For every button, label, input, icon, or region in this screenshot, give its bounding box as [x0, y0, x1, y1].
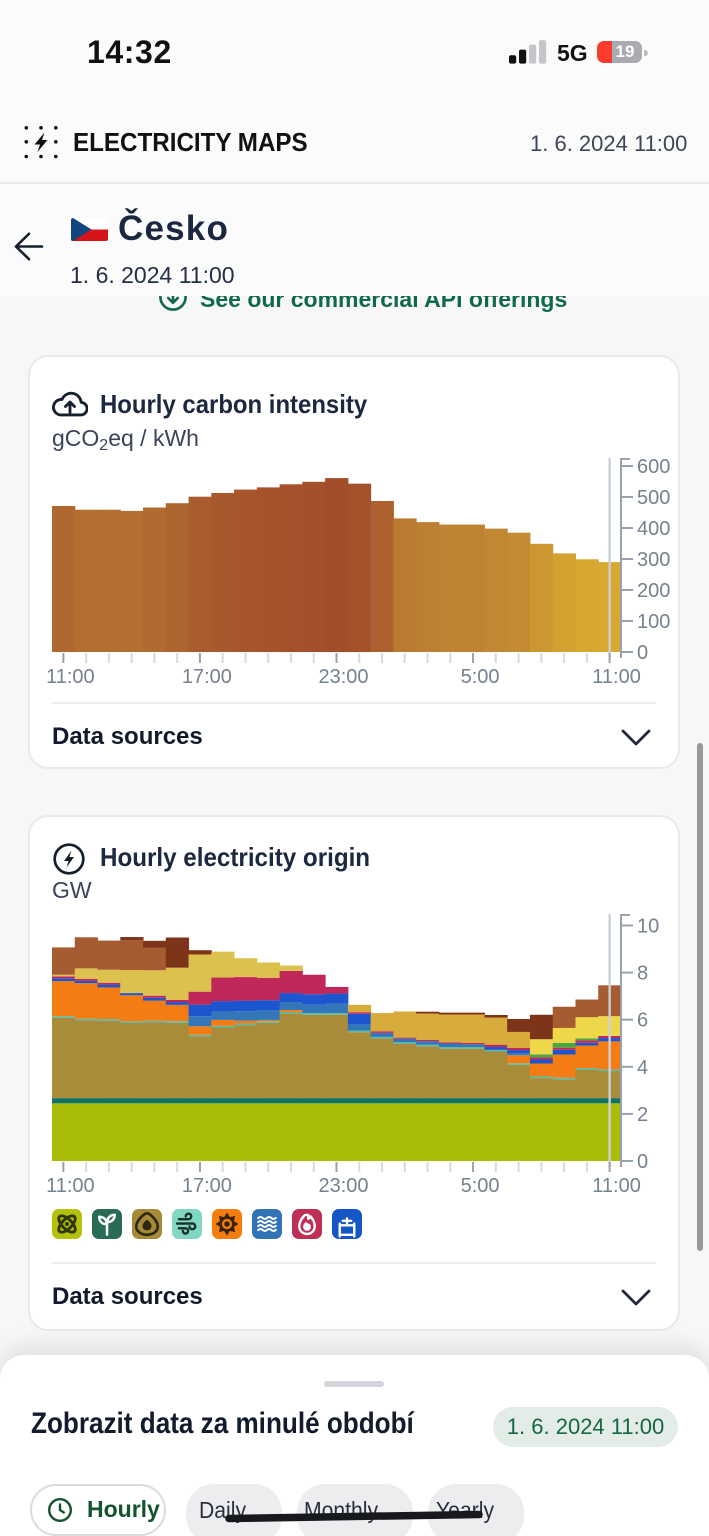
- svg-text:11:00: 11:00: [592, 666, 641, 688]
- svg-text:0: 0: [637, 642, 648, 664]
- svg-text:5:00: 5:00: [461, 1175, 500, 1197]
- svg-text:200: 200: [637, 580, 670, 602]
- svg-text:500: 500: [637, 487, 670, 509]
- svg-text:8: 8: [637, 963, 648, 985]
- svg-text:11:00: 11:00: [592, 1175, 641, 1197]
- svg-text:400: 400: [637, 518, 670, 540]
- svg-text:100: 100: [637, 611, 670, 633]
- svg-text:23:00: 23:00: [318, 1175, 368, 1197]
- svg-text:5:00: 5:00: [461, 666, 500, 688]
- svg-text:2: 2: [637, 1104, 648, 1126]
- svg-text:10: 10: [637, 916, 659, 938]
- svg-text:6: 6: [637, 1010, 648, 1032]
- svg-text:0: 0: [637, 1151, 648, 1173]
- svg-text:23:00: 23:00: [318, 666, 368, 688]
- svg-text:11:00: 11:00: [46, 1175, 95, 1197]
- svg-text:300: 300: [637, 549, 670, 571]
- svg-text:17:00: 17:00: [182, 1175, 232, 1197]
- svg-text:11:00: 11:00: [46, 666, 95, 688]
- svg-text:600: 600: [637, 456, 670, 478]
- svg-text:17:00: 17:00: [182, 666, 232, 688]
- svg-text:4: 4: [637, 1057, 648, 1079]
